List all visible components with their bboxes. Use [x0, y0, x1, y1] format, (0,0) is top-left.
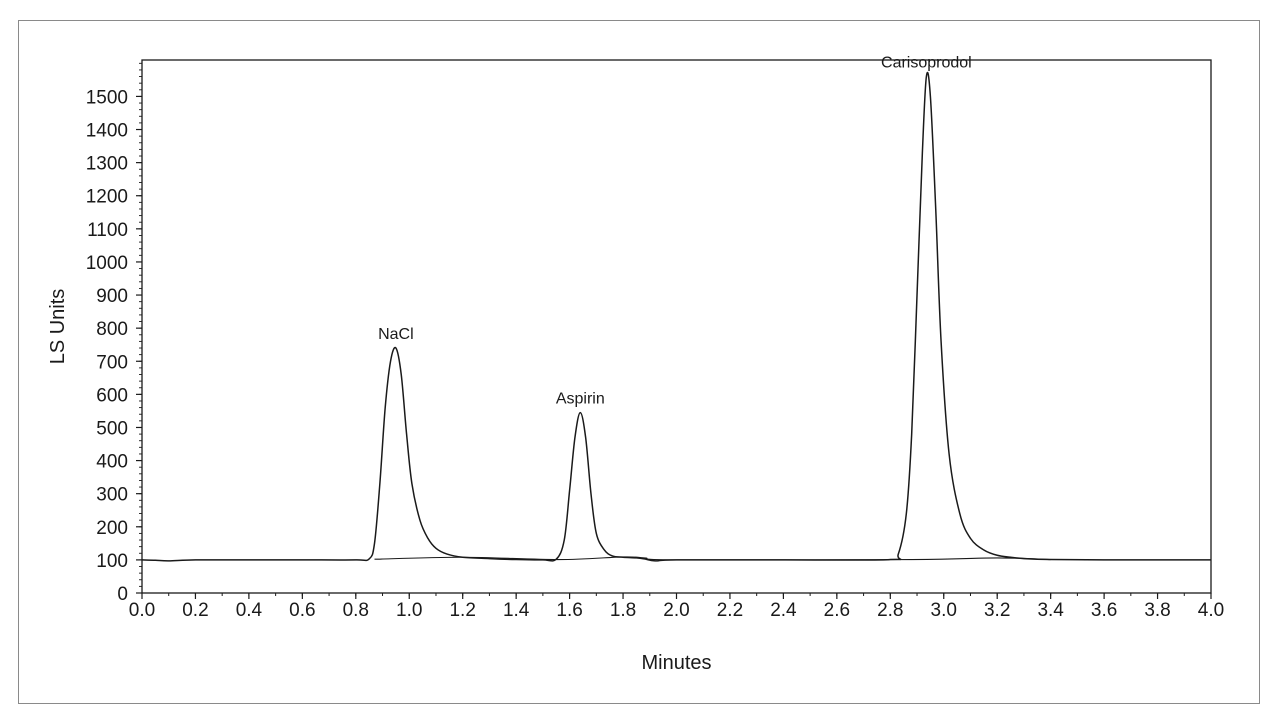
- x-tick-label: 3.2: [984, 600, 1010, 621]
- x-tick-label: 2.4: [770, 600, 797, 621]
- x-tick-label: 2.6: [824, 600, 850, 621]
- y-tick-label: 0: [117, 584, 128, 605]
- y-tick-label: 600: [96, 385, 128, 406]
- y-tick-label: 1500: [86, 87, 128, 108]
- y-axis-ticks: 0 100 200 300 400 500 600 700 800 900 1000 1100 1200…: [86, 62, 142, 605]
- peak-label: Carisoprodol: [881, 55, 972, 72]
- y-tick-label: 100: [96, 551, 128, 572]
- y-tick-label: 300: [96, 485, 128, 506]
- baseline-trace: [374, 556, 1051, 561]
- figure-frame: [18, 20, 1260, 704]
- y-tick-label: 1200: [86, 187, 128, 208]
- x-axis-ticks: 0.0 0.2 0.4 0.6 0.8 1.0 1.2 1.4 1.6 1.8 2.0 2.2 2.4 2…: [129, 593, 1224, 621]
- x-tick-label: 3.6: [1091, 600, 1117, 621]
- x-tick-label: 1.2: [449, 600, 475, 621]
- x-tick-label: 2.8: [877, 600, 903, 621]
- x-tick-label: 1.8: [610, 600, 636, 621]
- x-tick-label: 0.4: [236, 600, 263, 621]
- x-tick-label: 2.0: [663, 600, 689, 621]
- x-tick-label: 1.0: [396, 600, 422, 621]
- y-tick-label: 1000: [86, 253, 128, 274]
- x-tick-label: 0.0: [129, 600, 155, 621]
- x-tick-label: 3.4: [1037, 600, 1064, 621]
- x-tick-label: 0.2: [182, 600, 208, 621]
- series-layer: [141, 71, 1212, 562]
- x-tick-label: 3.0: [931, 600, 957, 621]
- x-tick-label: 1.6: [556, 600, 582, 621]
- chromatogram-trace: [141, 71, 1212, 562]
- x-axis-title: Minutes: [641, 652, 711, 674]
- y-tick-label: 1300: [86, 154, 128, 175]
- plot-border: [141, 59, 1212, 594]
- peak-label: NaCl: [378, 326, 414, 343]
- y-tick-label: 500: [96, 418, 128, 439]
- plot-area: [141, 59, 1212, 594]
- y-tick-label: 900: [96, 286, 128, 307]
- x-tick-label: 1.4: [503, 600, 530, 621]
- peak-label: Aspirin: [556, 391, 605, 408]
- y-tick-label: 1400: [86, 121, 128, 142]
- x-tick-label: 4.0: [1198, 600, 1224, 621]
- x-tick-label: 0.8: [343, 600, 369, 621]
- y-axis-title: LS Units: [47, 289, 69, 365]
- annotation-layer: NaCl Aspirin Carisoprodol: [378, 55, 972, 408]
- y-tick-label: 800: [96, 319, 128, 340]
- y-tick-label: 1100: [87, 220, 128, 241]
- y-tick-label: 700: [96, 352, 128, 373]
- y-tick-label: 400: [96, 452, 128, 473]
- x-tick-label: 2.2: [717, 600, 743, 621]
- y-tick-label: 200: [96, 518, 128, 539]
- x-tick-label: 0.6: [289, 600, 315, 621]
- x-tick-label: 3.8: [1144, 600, 1170, 621]
